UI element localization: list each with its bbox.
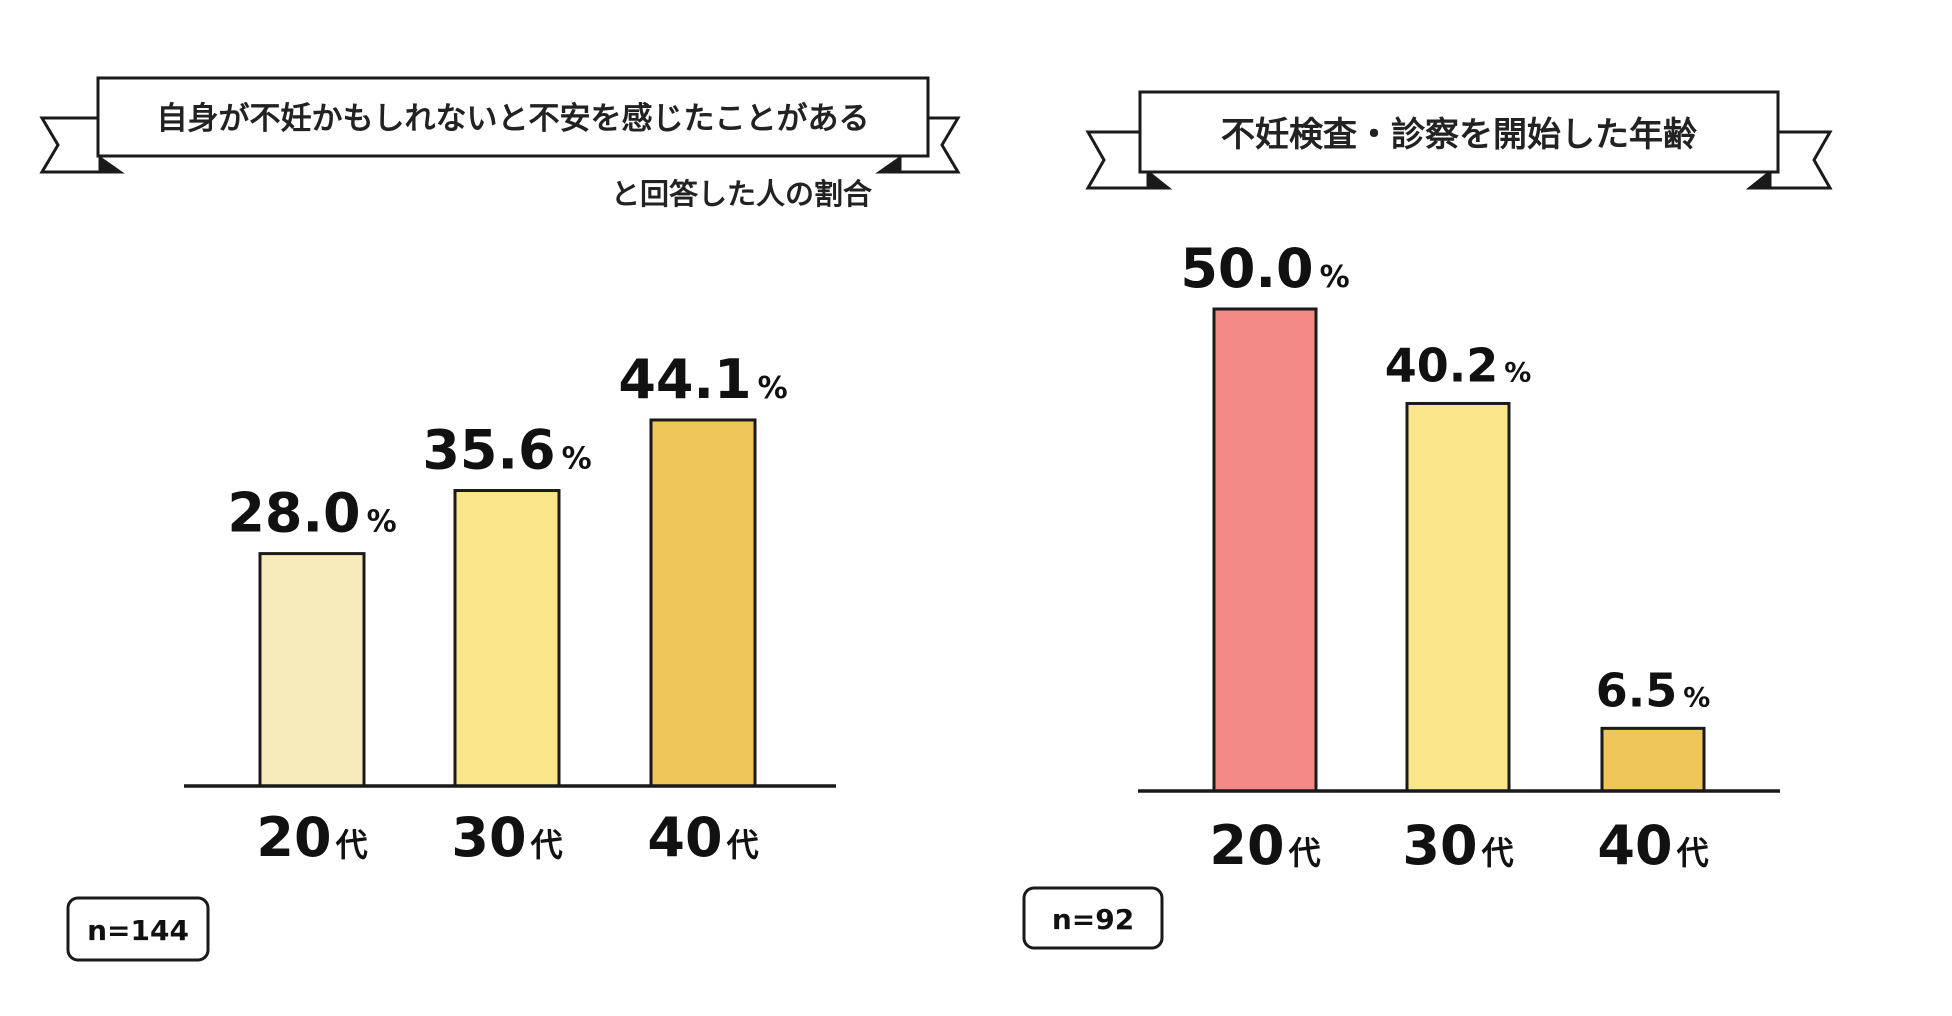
left-category-label-40: 40 代 bbox=[647, 806, 758, 869]
left-category-label-20: 20 代 bbox=[256, 806, 367, 869]
left-ribbon-fold-left bbox=[98, 155, 125, 174]
left-ribbon-tail-left bbox=[39, 116, 102, 174]
right-title-ribbon bbox=[1085, 90, 1833, 190]
right-chart: 不妊検査・診察を開始した年齢 50.0 % 20 代 40.2 % 30 代 6.5 % 40 代 n… bbox=[1022, 90, 1833, 950]
right-bar-30 bbox=[1405, 401, 1511, 793]
right-ribbon-fold-right bbox=[1745, 168, 1772, 190]
right-bar-40 bbox=[1600, 726, 1706, 793]
left-value-label-40: 44.1% bbox=[618, 348, 787, 411]
left-sample-size: n=144 bbox=[87, 914, 189, 947]
left-bar-30 bbox=[453, 489, 561, 788]
left-chart-title: 自身が不妊かもしれないと不安を感じたことがある bbox=[157, 101, 870, 137]
left-title-ribbon bbox=[39, 76, 961, 174]
left-bar-20 bbox=[258, 552, 366, 788]
left-ribbon-body bbox=[96, 76, 930, 158]
left-sample-size-frame bbox=[66, 896, 210, 962]
right-sample-size-frame bbox=[1022, 886, 1164, 950]
right-sample-size-box: n=92 bbox=[1022, 886, 1164, 950]
left-chart: 自身が不妊かもしれないと不安を感じたことがある と回答した人の割合 28.0 %2… bbox=[39, 76, 961, 962]
right-value-label-20: 50.0% bbox=[1180, 237, 1349, 300]
right-value-label-40: 6.5% bbox=[1596, 663, 1711, 717]
right-bars: 50.0 % 20 代 40.2 % 30 代 6.5 % 40 代 bbox=[1180, 237, 1710, 877]
right-ribbon-fold-left bbox=[1146, 168, 1173, 190]
left-category-label-30: 30 代 bbox=[451, 806, 562, 869]
left-chart-subtitle: と回答した人の割合 bbox=[611, 177, 872, 211]
right-ribbon-body bbox=[1138, 90, 1780, 174]
right-sample-size: n=92 bbox=[1052, 903, 1134, 936]
right-category-label-40: 40 代 bbox=[1597, 814, 1708, 877]
left-bars: 28.0 % 20 代 35.6 % 30 代 44.1 % 40 代 bbox=[227, 348, 787, 869]
left-bar-40 bbox=[649, 418, 757, 788]
right-bar-20 bbox=[1212, 307, 1318, 793]
right-value-label-30: 40.2% bbox=[1385, 338, 1532, 392]
left-value-label-30: 35.6% bbox=[422, 419, 591, 482]
left-ribbon-fold-right bbox=[875, 155, 902, 174]
right-category-label-20: 20 代 bbox=[1209, 814, 1320, 877]
left-value-label-20: 28.0% bbox=[227, 482, 396, 545]
right-category-label-30: 30 代 bbox=[1402, 814, 1513, 877]
left-sample-size-box: n=144 bbox=[66, 896, 210, 962]
right-chart-title: 不妊検査・診察を開始した年齢 bbox=[1221, 115, 1697, 155]
